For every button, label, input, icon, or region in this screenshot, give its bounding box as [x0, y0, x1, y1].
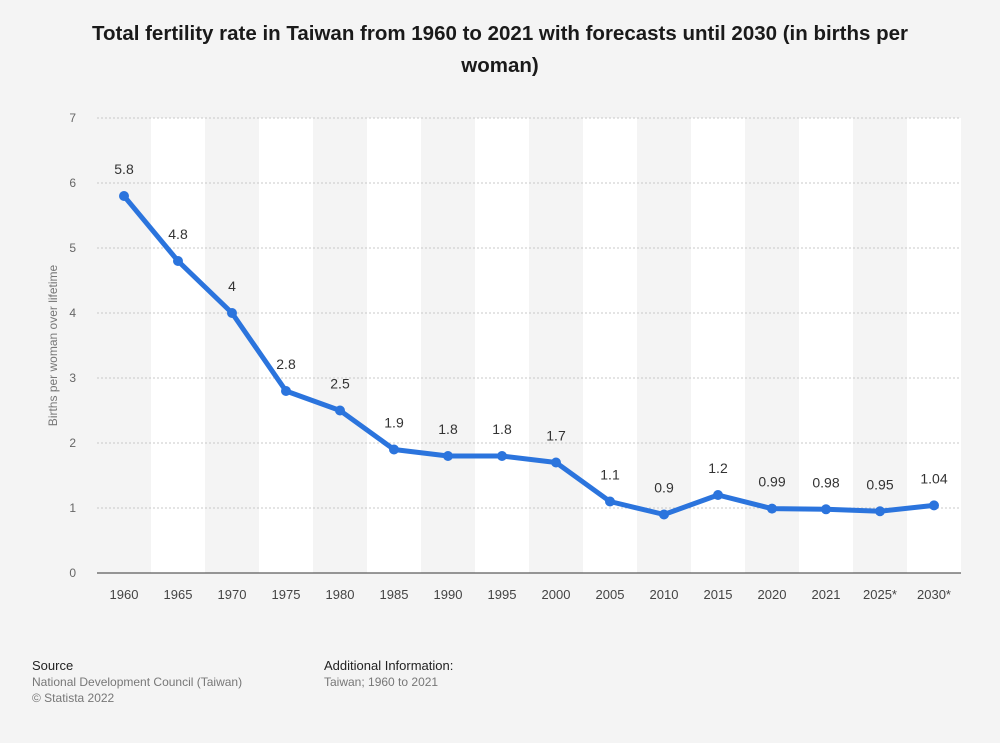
source-block: Source National Development Council (Tai… [32, 658, 242, 706]
column-band [799, 118, 853, 573]
column-band [907, 118, 961, 573]
data-point[interactable] [551, 457, 561, 468]
data-label: 5.8 [114, 161, 134, 177]
data-label: 1.2 [708, 460, 728, 476]
x-tick-label: 2021 [812, 587, 841, 602]
x-tick-label: 2010 [650, 587, 679, 602]
x-tick-label: 1975 [272, 587, 301, 602]
y-tick-label: 6 [69, 176, 76, 190]
column-band [475, 118, 529, 573]
info-heading: Additional Information: [324, 658, 454, 673]
y-tick-label: 7 [69, 111, 76, 125]
column-band [367, 118, 421, 573]
x-tick-label: 1965 [164, 587, 193, 602]
data-point[interactable] [767, 503, 777, 514]
x-tick-label: 2025* [863, 587, 897, 602]
data-point[interactable] [713, 490, 723, 500]
copyright-text: © Statista 2022 [32, 691, 115, 705]
data-point[interactable] [929, 500, 939, 511]
y-tick-label: 5 [69, 241, 76, 255]
y-tick-label: 4 [69, 306, 76, 320]
x-tick-label: 2015 [704, 587, 733, 602]
data-point[interactable] [281, 386, 291, 396]
data-label: 0.99 [758, 474, 785, 490]
x-tick-label: 1985 [380, 587, 409, 602]
data-point[interactable] [443, 451, 453, 461]
y-tick-label: 0 [69, 566, 76, 580]
data-point[interactable] [173, 256, 183, 266]
data-point[interactable] [389, 444, 399, 455]
source-heading: Source [32, 658, 74, 673]
data-label: 0.9 [654, 480, 674, 496]
data-label: 1.04 [920, 470, 947, 486]
data-point[interactable] [335, 405, 345, 416]
column-band [151, 118, 205, 573]
data-label: 4 [228, 278, 236, 294]
y-tick-label: 1 [69, 501, 76, 515]
data-label: 2.5 [330, 376, 350, 392]
additional-info-block: Additional Information: Taiwan; 1960 to … [324, 658, 453, 690]
data-point[interactable] [875, 506, 885, 517]
x-tick-label: 2030* [917, 587, 951, 602]
x-tick-label: 2005 [596, 587, 625, 602]
data-label: 4.8 [168, 226, 188, 242]
column-band [691, 118, 745, 573]
x-tick-label: 2000 [542, 587, 571, 602]
data-label: 1.8 [438, 421, 458, 437]
data-label: 1.7 [546, 428, 566, 444]
x-tick-label: 2020 [758, 587, 787, 602]
data-label: 1.1 [600, 467, 620, 483]
x-tick-label: 1970 [218, 587, 247, 602]
y-tick-label: 3 [69, 371, 76, 385]
y-tick-label: 2 [69, 436, 76, 450]
column-band [259, 118, 313, 573]
series-line [121, 193, 937, 517]
x-tick-label: 1990 [434, 587, 463, 602]
data-label: 1.8 [492, 421, 512, 437]
data-label: 1.9 [384, 415, 404, 431]
chart-title: Total fertility rate in Taiwan from 1960… [91, 22, 909, 77]
x-tick-label: 1995 [488, 587, 517, 602]
data-label: 0.95 [866, 476, 893, 492]
source-text[interactable]: National Development Council (Taiwan) [32, 675, 243, 689]
data-point[interactable] [605, 496, 615, 507]
data-point[interactable] [227, 308, 237, 318]
data-label: 2.8 [276, 356, 296, 372]
x-tick-label: 1960 [110, 587, 139, 602]
x-tick-label: 1980 [326, 587, 355, 602]
info-text: Taiwan; 1960 to 2021 [324, 675, 439, 689]
data-point[interactable] [497, 451, 507, 461]
data-point[interactable] [119, 191, 129, 201]
y-axis-label: Births per woman over lifetime [46, 264, 60, 426]
data-point[interactable] [821, 504, 831, 515]
data-point[interactable] [659, 509, 669, 520]
data-label: 0.98 [812, 474, 839, 490]
